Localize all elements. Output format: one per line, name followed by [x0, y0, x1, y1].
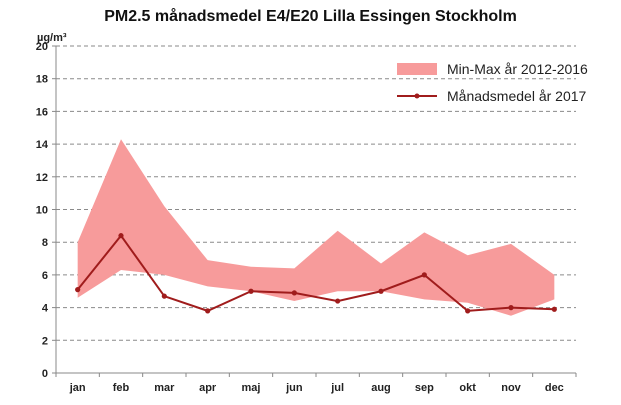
y-tick-label-0: 0	[42, 368, 48, 380]
y-tick-label-8: 8	[42, 237, 48, 249]
x-tick-label-jun: jun	[285, 382, 303, 394]
y-tick-label-14: 14	[36, 139, 49, 151]
x-tick-label-aug: aug	[371, 382, 391, 394]
y-tick-label-4: 4	[42, 303, 49, 315]
legend-line-label: Månadsmedel år 2017	[447, 88, 587, 104]
y-tick-label-18: 18	[36, 74, 48, 86]
series-point-jul	[335, 298, 341, 304]
series-point-jun	[291, 290, 297, 296]
y-tick-label-2: 2	[42, 335, 48, 347]
legend-band-label: Min-Max år 2012-2016	[447, 61, 588, 77]
series-point-sep	[421, 272, 427, 278]
x-tick-label-jan: jan	[69, 382, 86, 394]
x-tick-label-mar: mar	[154, 382, 175, 394]
y-tick-labels: 0 2 4 6 8 10 12 14 16 18 20	[36, 41, 49, 380]
chart-title: PM2.5 månadsmedel E4/E20 Lilla Essingen …	[104, 8, 517, 25]
y-tick-label-20: 20	[36, 41, 48, 53]
x-tick-label-jul: jul	[330, 382, 344, 394]
x-tick-label-sep: sep	[415, 382, 434, 394]
series-point-jan	[75, 287, 81, 293]
series-layer	[75, 233, 557, 314]
y-tick-label-10: 10	[36, 205, 48, 217]
band-layer	[77, 139, 555, 316]
series-point-feb	[118, 233, 124, 239]
legend-line-marker	[414, 93, 420, 99]
series-line-0	[76, 234, 555, 312]
x-tick-label-nov: nov	[501, 382, 521, 394]
legend: Min-Max år 2012-2016 Månadsmedel år 2017	[397, 61, 588, 104]
series-point-mar	[161, 293, 167, 299]
series-point-apr	[205, 308, 211, 314]
x-tick-label-dec: dec	[545, 382, 564, 394]
minmax-band	[77, 139, 555, 316]
x-tick-labels: jan feb mar apr maj jun jul aug sep okt nov dec	[69, 382, 564, 394]
y-tick-label-6: 6	[42, 270, 48, 282]
y-tick-label-12: 12	[36, 172, 48, 184]
y-axis-label: µg/m³	[37, 32, 67, 44]
x-tick-label-feb: feb	[113, 382, 130, 394]
series-point-okt	[465, 308, 471, 314]
legend-band-swatch	[397, 63, 437, 75]
x-tick-label-apr: apr	[199, 382, 217, 394]
x-tick-label-maj: maj	[242, 382, 261, 394]
y-tick-label-16: 16	[36, 106, 48, 118]
x-tick-label-okt: okt	[459, 382, 476, 394]
series-point-dec	[551, 306, 557, 312]
axes	[52, 45, 577, 377]
series-point-maj	[248, 288, 254, 294]
series-point-nov	[508, 305, 514, 311]
series-point-aug	[378, 288, 384, 294]
